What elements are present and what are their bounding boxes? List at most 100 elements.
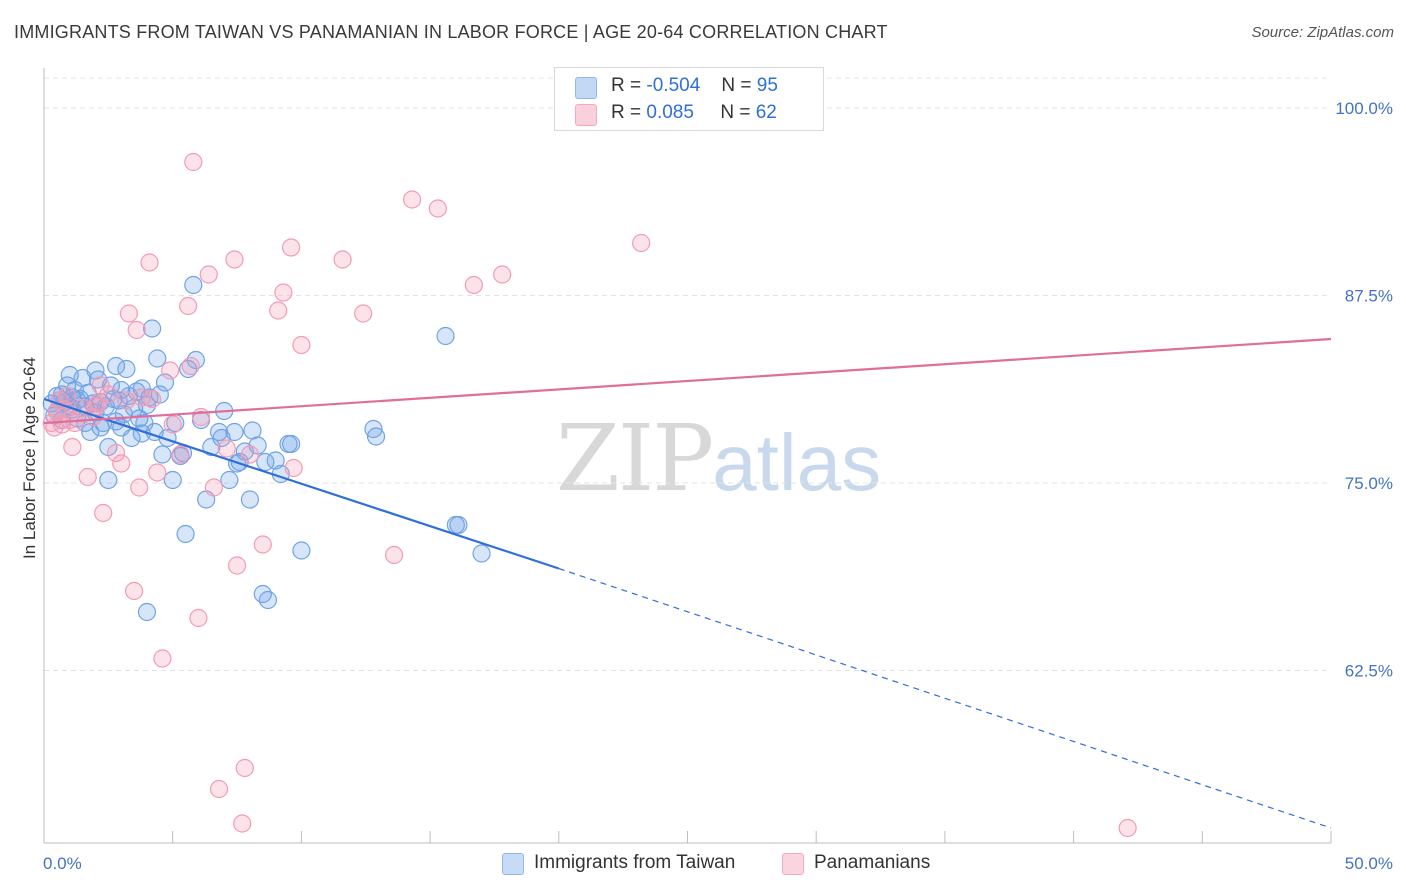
data-point-panamanians — [117, 391, 136, 410]
data-point-taiwan — [122, 428, 141, 448]
data-point-panamanians — [63, 437, 82, 457]
data-point-panamanians — [269, 301, 288, 320]
n-value-panamanians: 62 — [755, 102, 777, 123]
data-point-panamanians — [140, 253, 159, 272]
data-point-panamanians — [1118, 818, 1137, 838]
data-point-taiwan — [81, 422, 100, 442]
data-point-taiwan — [106, 356, 126, 376]
y-tick-label: 100.0% — [1335, 99, 1393, 118]
y-tick-label: 75.0% — [1345, 474, 1393, 493]
chart-title: IMMIGRANTS FROM TAIWAN VS PANAMANIAN IN … — [14, 22, 888, 42]
data-point-panamanians — [148, 463, 167, 482]
data-point-taiwan — [282, 434, 301, 454]
data-point-taiwan — [230, 452, 249, 472]
data-point-panamanians — [130, 478, 149, 497]
r-label: R = — [611, 75, 642, 96]
data-point-panamanians — [209, 779, 229, 799]
data-point-panamanians — [199, 265, 218, 284]
data-point-panamanians — [119, 304, 139, 323]
data-point-panamanians — [274, 283, 293, 302]
data-point-panamanians — [204, 478, 223, 497]
r-value-panamanians: 0.085 — [646, 102, 694, 123]
data-point-panamanians — [58, 386, 77, 406]
n-label: N = — [721, 75, 752, 96]
data-point-panamanians — [99, 385, 118, 404]
source-label: Source: ZipAtlas.com — [1251, 24, 1394, 41]
legend-label-taiwan: Immigrants from Taiwan — [534, 852, 736, 873]
watermark: ZIPatlas — [556, 405, 881, 512]
data-point-panamanians — [127, 320, 146, 340]
data-point-panamanians — [354, 304, 373, 323]
data-point-taiwan — [99, 470, 118, 490]
legend-swatch-taiwan — [502, 853, 524, 875]
trend-line-taiwan — [43, 397, 560, 570]
data-point-panamanians — [189, 608, 208, 628]
data-point-panamanians — [191, 407, 211, 427]
x-tick-label: 50.0% — [1345, 854, 1393, 873]
data-point-panamanians — [493, 265, 512, 284]
stats-legend: R = -0.504 N = 95 R = 0.085 N = 62 — [554, 67, 824, 131]
data-point-panamanians — [384, 545, 404, 565]
data-point-panamanians — [227, 556, 247, 575]
y-tick-label: 87.5% — [1345, 287, 1393, 306]
data-point-panamanians — [171, 445, 190, 464]
data-point-taiwan — [212, 428, 231, 448]
r-label: R = — [611, 102, 642, 123]
data-point-taiwan — [258, 590, 278, 610]
watermark-zip: ZIP — [556, 405, 714, 512]
data-point-panamanians — [225, 250, 244, 269]
trend-line-panamanians — [43, 337, 1332, 425]
n-value-taiwan: 95 — [756, 75, 778, 96]
data-point-panamanians — [181, 356, 200, 376]
data-point-taiwan — [153, 445, 172, 464]
data-point-panamanians — [153, 649, 172, 668]
data-point-panamanians — [184, 152, 203, 172]
data-point-panamanians — [94, 503, 113, 523]
data-point-panamanians — [428, 199, 447, 218]
data-point-taiwan — [240, 490, 260, 509]
data-point-panamanians — [163, 415, 182, 434]
data-point-taiwan — [163, 470, 182, 490]
data-point-panamanians — [106, 443, 126, 463]
data-point-panamanians — [124, 581, 144, 601]
data-point-panamanians — [333, 250, 352, 269]
data-point-taiwan — [143, 319, 162, 338]
data-point-taiwan — [117, 359, 136, 379]
data-point-panamanians — [235, 758, 254, 778]
data-point-panamanians — [632, 233, 651, 253]
legend-swatch-taiwan — [575, 77, 597, 99]
data-point-panamanians — [65, 413, 84, 433]
data-point-panamanians — [78, 467, 97, 487]
data-point-taiwan — [202, 437, 221, 457]
data-point-taiwan — [366, 427, 386, 446]
data-point-panamanians — [402, 190, 422, 209]
data-point-panamanians — [233, 814, 252, 833]
y-tick-label: 62.5% — [1345, 662, 1393, 681]
data-point-panamanians — [282, 238, 301, 257]
data-point-taiwan — [472, 544, 491, 563]
watermark-atlas: atlas — [712, 418, 882, 507]
legend-swatch-panamanians — [782, 853, 804, 875]
data-point-panamanians — [179, 296, 198, 316]
r-value-taiwan: -0.504 — [646, 75, 701, 96]
data-point-panamanians — [240, 445, 260, 464]
data-point-panamanians — [464, 275, 483, 295]
legend-label-panamanians: Panamanians — [814, 852, 931, 873]
data-point-panamanians — [143, 389, 162, 409]
data-point-taiwan — [220, 470, 239, 490]
data-point-taiwan — [436, 326, 455, 346]
legend-swatch-panamanians — [575, 104, 597, 126]
data-point-panamanians — [88, 394, 108, 413]
data-point-taiwan — [292, 541, 311, 560]
data-point-panamanians — [292, 335, 311, 355]
data-point-taiwan — [148, 349, 167, 368]
data-point-panamanians — [161, 361, 180, 380]
data-point-panamanians — [217, 439, 236, 458]
data-point-taiwan — [266, 451, 285, 470]
data-point-panamanians — [284, 458, 303, 478]
data-point-taiwan — [137, 602, 157, 622]
data-point-taiwan — [184, 275, 203, 295]
series-legend: Immigrants from Taiwan Panamanians — [0, 852, 1406, 878]
data-point-panamanians — [112, 454, 131, 473]
